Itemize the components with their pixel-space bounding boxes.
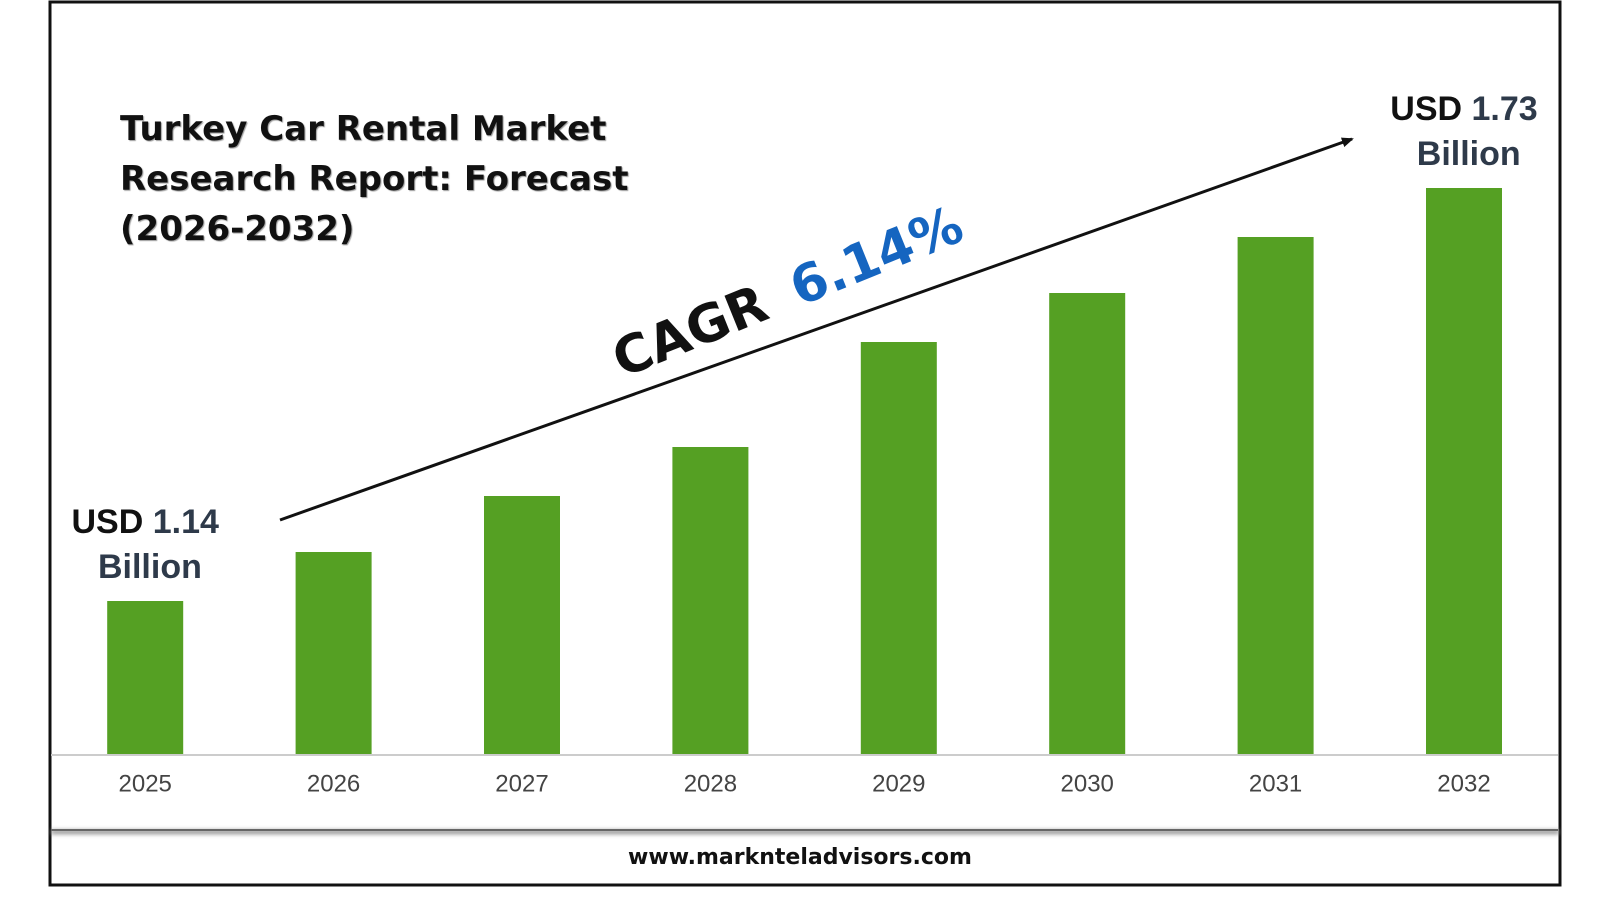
bar — [672, 447, 749, 754]
x-tick-label: 2027 — [495, 770, 548, 797]
x-tick-label: 2028 — [684, 770, 737, 797]
value-label-part: Billion — [1407, 135, 1520, 173]
frame — [48, 0, 1562, 887]
value-label: USD 1.14 Billion — [71, 503, 219, 586]
bar — [1237, 237, 1314, 754]
value-label-part: USD — [1390, 90, 1462, 128]
x-tick-label: 2029 — [872, 770, 925, 797]
x-tick-label: 2026 — [307, 770, 360, 797]
x-tick-label: 2030 — [1061, 770, 1114, 797]
bar — [860, 342, 937, 754]
value-label-part: 1.14 — [143, 503, 219, 541]
cagr-value: 6.14% — [782, 195, 972, 318]
trend-arrow — [279, 137, 1354, 522]
value-label-part: 1.73 — [1462, 90, 1538, 128]
value-label-part: Billion — [89, 548, 202, 586]
value-label: USD 1.73 Billion — [1390, 90, 1537, 173]
chart-title: Turkey Car Rental Market Research Report… — [120, 109, 629, 249]
value-label-part: USD — [71, 503, 143, 541]
bar — [1049, 293, 1126, 754]
footer-separator-shadow — [51, 830, 1559, 834]
bar — [295, 552, 372, 754]
x-tick-label: 2032 — [1437, 770, 1490, 797]
source: www.marknteladvisors.com — [628, 845, 972, 870]
bar — [107, 601, 184, 754]
x-tick-label: 2031 — [1249, 770, 1302, 797]
x-tick-label: 2025 — [119, 770, 172, 797]
bar — [1426, 188, 1502, 754]
bar — [484, 496, 560, 754]
